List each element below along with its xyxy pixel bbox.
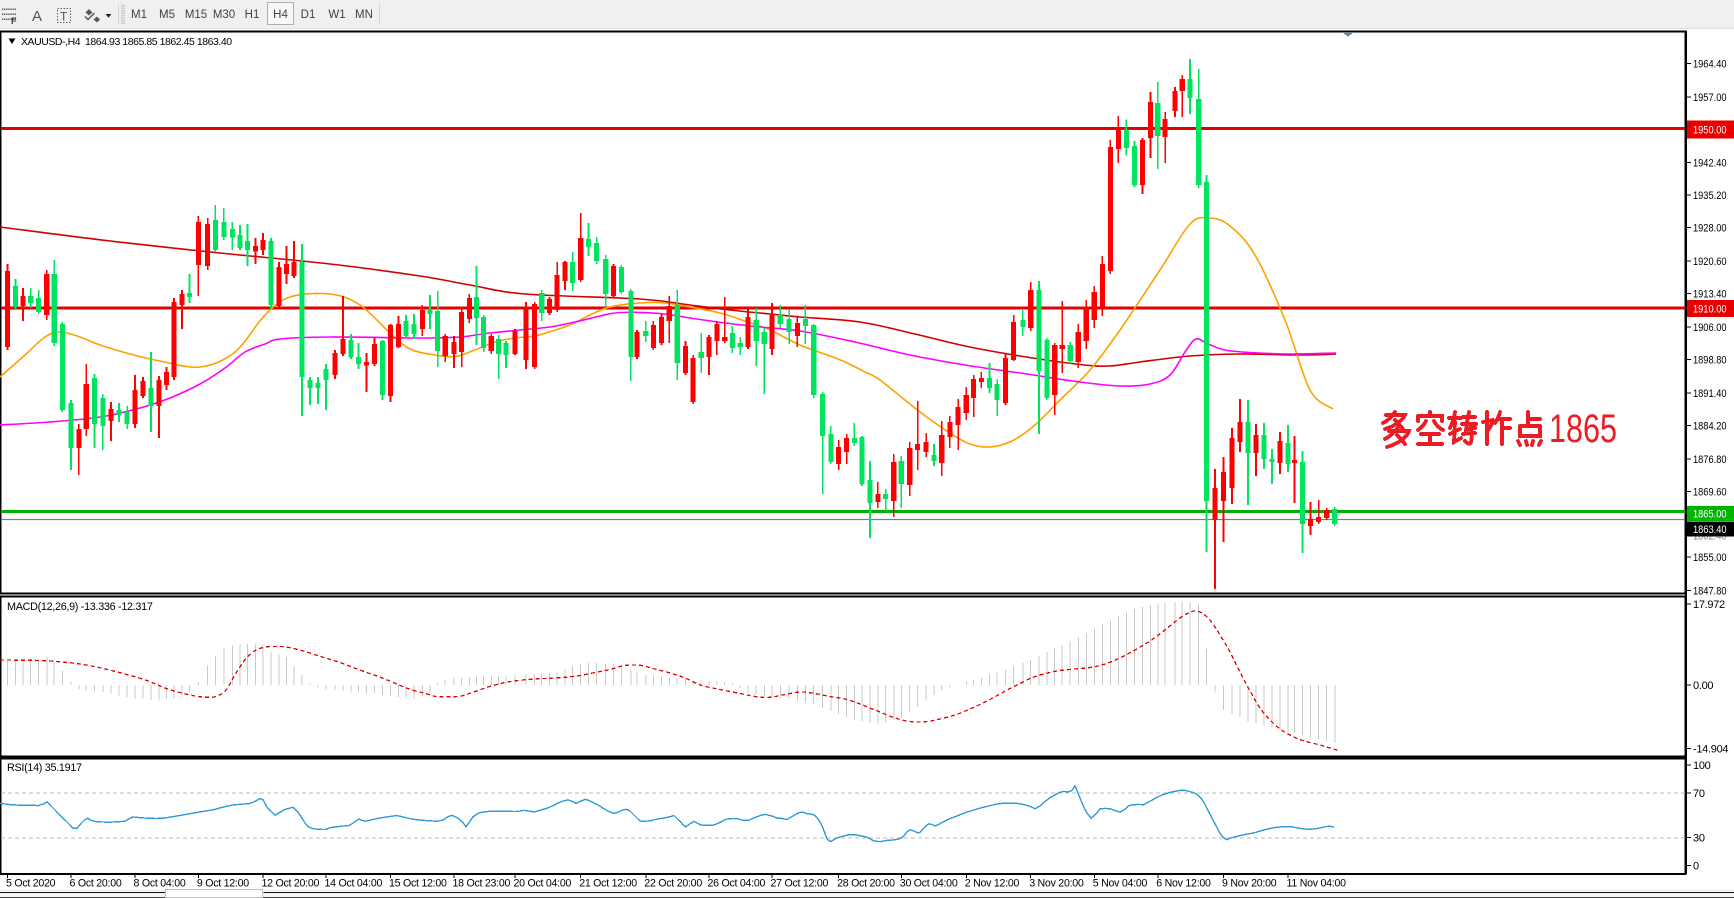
svg-text:6 Oct 20:00: 6 Oct 20:00 — [70, 878, 122, 890]
svg-text:11 Nov 04:00: 11 Nov 04:00 — [1287, 878, 1347, 890]
svg-text:1891.40: 1891.40 — [1693, 388, 1727, 400]
svg-text:A: A — [32, 8, 42, 25]
svg-text:0: 0 — [1693, 860, 1699, 872]
svg-text:1884.20: 1884.20 — [1693, 420, 1727, 432]
svg-text:17.972: 17.972 — [1693, 599, 1725, 611]
svg-text:1847.80: 1847.80 — [1693, 586, 1727, 598]
svg-text:M1: M1 — [131, 9, 147, 21]
svg-text:1869.60: 1869.60 — [1693, 486, 1727, 498]
svg-text:1898.80: 1898.80 — [1693, 355, 1727, 367]
svg-text:1863.40: 1863.40 — [1693, 524, 1727, 536]
svg-text:3 Nov 20:00: 3 Nov 20:00 — [1029, 878, 1084, 890]
svg-text:28 Oct 20:00: 28 Oct 20:00 — [837, 878, 895, 890]
svg-text:22 Oct 20:00: 22 Oct 20:00 — [644, 878, 702, 890]
svg-text:1964.40: 1964.40 — [1693, 58, 1727, 70]
svg-text:1928.00: 1928.00 — [1693, 223, 1727, 235]
svg-text:M15: M15 — [185, 9, 207, 21]
svg-text:RSI(14) 35.1917: RSI(14) 35.1917 — [7, 762, 82, 774]
svg-text:1876.80: 1876.80 — [1693, 454, 1727, 466]
svg-text:9 Oct 12:00: 9 Oct 12:00 — [197, 878, 249, 890]
svg-text:D1: D1 — [301, 9, 316, 21]
svg-text:1920.60: 1920.60 — [1693, 256, 1727, 268]
svg-text:MACD(12,26,9) -13.336 -12.317: MACD(12,26,9) -13.336 -12.317 — [7, 601, 153, 613]
svg-text:T: T — [60, 10, 68, 24]
svg-text:2 Nov 12:00: 2 Nov 12:00 — [965, 878, 1020, 890]
svg-text:W1: W1 — [328, 9, 345, 21]
svg-text:9 Nov 20:00: 9 Nov 20:00 — [1222, 878, 1277, 890]
svg-text:1957.00: 1957.00 — [1693, 92, 1727, 104]
svg-text:5 Oct 2020: 5 Oct 2020 — [6, 878, 56, 890]
svg-text:MN: MN — [355, 9, 373, 21]
svg-text:20 Oct 04:00: 20 Oct 04:00 — [514, 878, 572, 890]
svg-text:30 Oct 04:00: 30 Oct 04:00 — [900, 878, 958, 890]
svg-text:0.00: 0.00 — [1693, 680, 1713, 692]
svg-text:1855.00: 1855.00 — [1693, 552, 1727, 564]
svg-text:70: 70 — [1693, 788, 1705, 800]
svg-text:12 Oct 20:00: 12 Oct 20:00 — [262, 878, 320, 890]
svg-text:1906.00: 1906.00 — [1693, 322, 1727, 334]
svg-text:1942.40: 1942.40 — [1693, 158, 1727, 170]
svg-text:8 Oct 04:00: 8 Oct 04:00 — [134, 878, 186, 890]
svg-text:21 Oct 12:00: 21 Oct 12:00 — [579, 878, 637, 890]
svg-text:6 Nov 12:00: 6 Nov 12:00 — [1156, 878, 1211, 890]
svg-text:F: F — [11, 16, 17, 26]
svg-text:100: 100 — [1693, 760, 1711, 772]
svg-text:M5: M5 — [159, 9, 175, 21]
svg-text:15 Oct 12:00: 15 Oct 12:00 — [389, 878, 447, 890]
svg-text:5 Nov 04:00: 5 Nov 04:00 — [1093, 878, 1148, 890]
svg-text:1865.00: 1865.00 — [1693, 509, 1727, 521]
svg-text:14 Oct 04:00: 14 Oct 04:00 — [325, 878, 383, 890]
svg-text:26 Oct 04:00: 26 Oct 04:00 — [708, 878, 766, 890]
svg-text:H4: H4 — [273, 9, 288, 21]
svg-text:30: 30 — [1693, 833, 1705, 845]
svg-text:1913.40: 1913.40 — [1693, 289, 1727, 301]
svg-text:-14.904: -14.904 — [1693, 743, 1728, 755]
svg-text:27 Oct 12:00: 27 Oct 12:00 — [771, 878, 829, 890]
svg-text:H1: H1 — [245, 9, 260, 21]
svg-text:1935.20: 1935.20 — [1693, 190, 1727, 202]
svg-text:XAUUSD-,H4 1864.93 1865.85 18: XAUUSD-,H4 1864.93 1865.85 1862.45 1863.… — [21, 36, 232, 48]
svg-text:1950.00: 1950.00 — [1693, 125, 1727, 137]
svg-text:18 Oct 23:00: 18 Oct 23:00 — [453, 878, 511, 890]
svg-text:1910.00: 1910.00 — [1693, 304, 1727, 316]
svg-text:1865: 1865 — [1549, 407, 1617, 451]
svg-text:M30: M30 — [213, 9, 235, 21]
